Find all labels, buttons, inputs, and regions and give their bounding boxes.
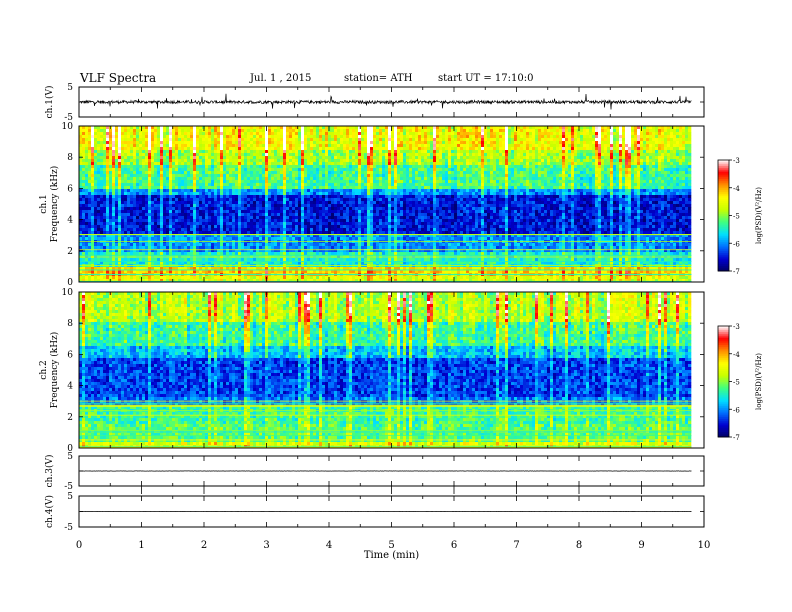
ch2-spectrogram-cells [79, 292, 691, 448]
y-axis-label-channel: ch.2 [39, 360, 49, 379]
x-tick-label: 2 [201, 540, 207, 551]
y-tick-label: 4 [67, 382, 73, 392]
colorbar-tick-label: -7 [733, 434, 740, 442]
colorbar-tick-label: -5 [733, 213, 740, 221]
y-tick-label: 0 [67, 278, 73, 288]
colorbar-tick-label: -3 [733, 323, 740, 331]
y-tick-label: 5 [67, 452, 73, 462]
x-tick-label: 4 [326, 540, 332, 551]
colorbar-tick-label: -4 [733, 351, 740, 359]
colorbar-tick-label: -6 [733, 406, 740, 414]
colorbar-tick-label: -3 [733, 157, 740, 165]
x-tick-label: 3 [263, 540, 269, 551]
y-tick-label: 8 [67, 319, 73, 329]
colorbar-tick-label: -5 [733, 379, 740, 387]
vlf-figure: 5-5ch.1(V)0246810ch.1 Frequency (kHz)-3-4… [0, 0, 792, 612]
y-axis-label: ch.1(V) [44, 86, 55, 119]
x-tick-label: 9 [638, 540, 644, 551]
x-axis-label: Time (min) [364, 550, 419, 561]
y-tick-label: 5 [67, 492, 73, 502]
y-axis-label-frequency: Frequency (kHz) [49, 332, 60, 409]
x-tick-label: 6 [451, 540, 457, 551]
x-tick-label: 8 [576, 540, 582, 551]
y-tick-label: -5 [64, 523, 73, 533]
y-tick-label: 5 [67, 83, 73, 93]
x-tick-label: 7 [513, 540, 519, 551]
x-tick-label: 0 [76, 540, 82, 551]
y-tick-label: 6 [67, 350, 73, 360]
colorbar-label: log(PSD)(V²/Hz) [755, 187, 763, 244]
y-tick-label: 2 [67, 247, 73, 257]
ch1-spectrogram-cells [79, 126, 691, 282]
y-tick-label: 4 [67, 216, 73, 226]
y-tick-label: 10 [62, 122, 74, 132]
colorbar-tick-label: -4 [733, 185, 740, 193]
y-tick-label: 6 [67, 184, 73, 194]
x-tick-label: 10 [698, 540, 711, 551]
y-tick-label: -5 [64, 482, 73, 492]
colorbar-tick-label: -7 [733, 268, 740, 276]
colorbar-tick-label: -6 [733, 240, 740, 248]
y-tick-label: 8 [67, 153, 73, 163]
y-axis-label-frequency: Frequency (kHz) [49, 166, 60, 243]
y-axis-label: ch.4(V) [44, 495, 55, 528]
y-tick-label: 2 [67, 413, 73, 423]
x-tick-label: 1 [138, 540, 144, 551]
y-axis-label-channel: ch.1 [39, 194, 49, 213]
colorbar-label: log(PSD)(V²/Hz) [755, 353, 763, 410]
y-tick-label: 10 [62, 288, 74, 298]
y-axis-label: ch.3(V) [44, 455, 55, 488]
